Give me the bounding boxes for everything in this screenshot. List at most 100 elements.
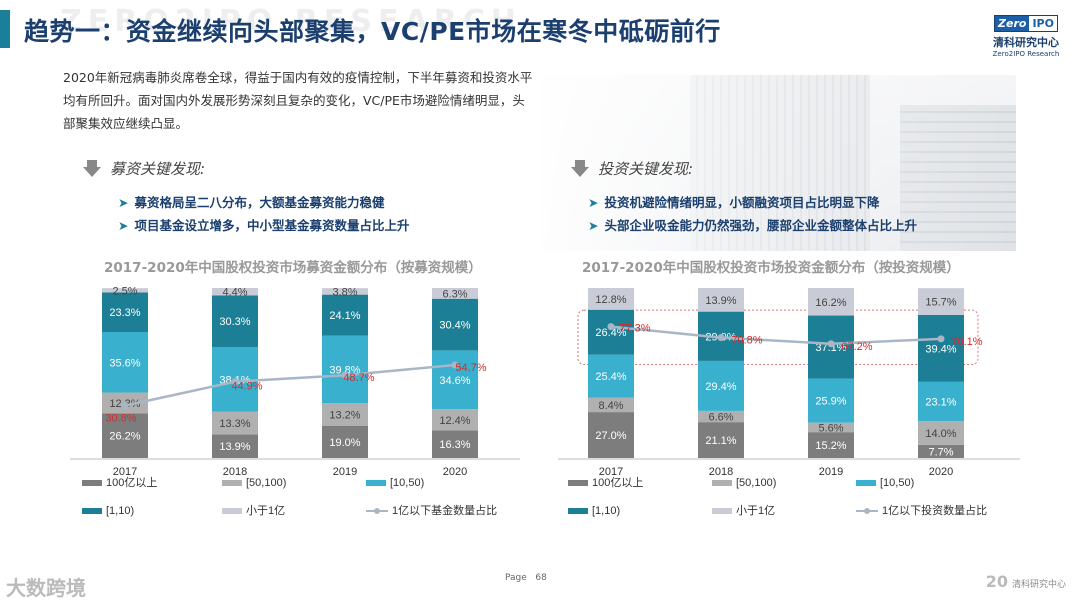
x-tick-label: 2019: [819, 466, 843, 478]
legend-swatch: [82, 480, 102, 486]
legend-swatch: [568, 480, 588, 486]
line-value-label: 70.1%: [951, 336, 982, 348]
value-label: 34.6%: [439, 375, 470, 387]
value-label: 12.8%: [595, 294, 626, 306]
bar-segment: [212, 288, 258, 296]
fundraising-findings-heading: 募资关键发现:: [82, 158, 205, 179]
value-label: 13.9%: [705, 295, 736, 307]
investment-bullet-1-text: 投资机避险情绪明显，小额融资项目占比明显下降: [604, 195, 880, 210]
investment-chart-title: 2017-2020年中国股权投资市场投资金额分布（按投资规模）: [582, 260, 960, 276]
investment-chart: 27.0% 8.4% 25.4% 26.4% 12.8% 2017 21.1% 6.6% 29.…: [558, 288, 1020, 517]
bar-segment: [432, 409, 478, 431]
value-label: 26.2%: [109, 431, 140, 443]
intro-paragraph: 2020年新冠病毒肺炎席卷全球，得益于国内有效的疫情控制，下半年募资和投资水平均…: [63, 70, 533, 131]
line-series: [610, 325, 942, 346]
bar-segment: [212, 434, 258, 458]
legend-label: 1亿以下投资数量占比: [882, 503, 987, 517]
value-label: 2.5%: [112, 285, 137, 297]
legend-label: 小于1亿: [736, 504, 775, 517]
line-point: [937, 335, 945, 343]
x-tick-label: 2020: [443, 466, 467, 478]
legend-swatch: [712, 480, 732, 486]
legend-label: [1,10): [592, 505, 620, 517]
x-tick-label: 2019: [333, 466, 357, 478]
value-label: 14.0%: [925, 428, 956, 440]
legend-label: 100亿以上: [592, 476, 643, 489]
legend-swatch: [366, 480, 386, 486]
bar-segment: [588, 354, 634, 398]
value-label: 35.6%: [109, 357, 140, 369]
value-label: 8.4%: [598, 400, 623, 412]
bar-segment: [808, 422, 854, 433]
line-value-label: 30.8%: [105, 413, 136, 425]
logo-ipo-text: IPO: [1032, 17, 1054, 30]
bar-segment: [918, 314, 964, 382]
line-point: [607, 323, 615, 331]
line-value-label: 67.2%: [841, 341, 872, 353]
footer-logo-mark: 20: [985, 572, 1008, 591]
bar-segment: [432, 298, 478, 351]
x-tick-label: 2017: [113, 466, 137, 478]
down-arrow-icon: [83, 160, 101, 177]
page-number-value: 68: [535, 573, 547, 583]
footer-brand: 大数跨境: [6, 576, 86, 600]
value-label: 39.4%: [925, 343, 956, 355]
value-label: 12.4%: [439, 415, 470, 427]
value-label: 37.1%: [815, 342, 846, 354]
x-tick-label: 2018: [223, 466, 247, 478]
value-label: 16.2%: [815, 297, 846, 309]
bar-segment: [588, 412, 634, 458]
bar-segment: [588, 397, 634, 413]
legend-swatch: [568, 508, 588, 514]
legend-label: 1亿以下基金数量占比: [392, 503, 497, 517]
legend-swatch: [712, 508, 732, 514]
legend-label: [10,50): [390, 477, 424, 489]
investment-bullet-1: ➤ 投资机避险情绪明显，小额融资项目占比明显下降: [588, 195, 880, 210]
legend-swatch: [222, 480, 242, 486]
bar-segment: [808, 288, 854, 316]
bar-segment: [808, 378, 854, 423]
legend-label: [1,10): [106, 505, 134, 517]
building-photo: [540, 75, 1016, 251]
fundraising-chart: 26.2%12.3%35.6%23.3%2.5%201713.9%13.3%38…: [70, 285, 520, 517]
value-label: 6.6%: [708, 412, 733, 424]
bar-segment: [918, 288, 964, 315]
logo-zero-text: Zero: [995, 16, 1030, 31]
value-label: 7.7%: [928, 446, 953, 458]
value-label: 25.4%: [595, 371, 626, 383]
value-label: 13.2%: [329, 409, 360, 421]
value-label: 26.4%: [595, 327, 626, 339]
bar-segment: [698, 410, 744, 423]
bar-segment: [322, 288, 368, 295]
zero2ipo-logo: Zero IPO 清科研究中心 Zero2IPO Research: [990, 12, 1062, 58]
bar-segment: [212, 411, 258, 435]
bar-segment: [588, 288, 634, 310]
value-label: 15.7%: [925, 297, 956, 309]
value-label: 5.6%: [818, 422, 843, 434]
line-value-label: 77.3%: [619, 323, 650, 335]
value-label: 27.0%: [595, 430, 626, 442]
legend-label: 100亿以上: [106, 476, 157, 489]
bar-segment: [322, 294, 368, 336]
fundraising-chart-title: 2017-2020年中国股权投资市场募资金额分布（按募资规模）: [104, 260, 482, 276]
logo-cn-text: 清科研究中心: [993, 36, 1059, 49]
legend-swatch: [856, 480, 876, 486]
line-point: [827, 340, 835, 348]
fundraising-bullet-2: ➤ 项目基金设立增多，中小型基金募资数量占比上升: [118, 218, 410, 233]
investment-bullet-2-text: 头部企业吸金能力仍然强劲，腰部企业金额整体占比上升: [604, 218, 917, 233]
x-tick-label: 2018: [709, 466, 733, 478]
fundraising-findings-label: 募资关键发现:: [110, 160, 206, 178]
title-accent-bar: [0, 10, 10, 48]
bar-segment: [918, 444, 964, 458]
value-label: 21.1%: [705, 435, 736, 447]
value-label: 6.3%: [442, 288, 467, 300]
legend-line-marker: [374, 508, 380, 514]
down-arrow-icon: [571, 160, 589, 177]
legend-line-marker: [864, 508, 870, 514]
legend-label: [50,100): [246, 477, 286, 489]
bar-segment: [322, 403, 368, 426]
value-label: 15.2%: [815, 440, 846, 452]
bar-segment: [918, 381, 964, 422]
bar-segment: [432, 430, 478, 458]
line-value-label: 44.9%: [231, 381, 262, 393]
